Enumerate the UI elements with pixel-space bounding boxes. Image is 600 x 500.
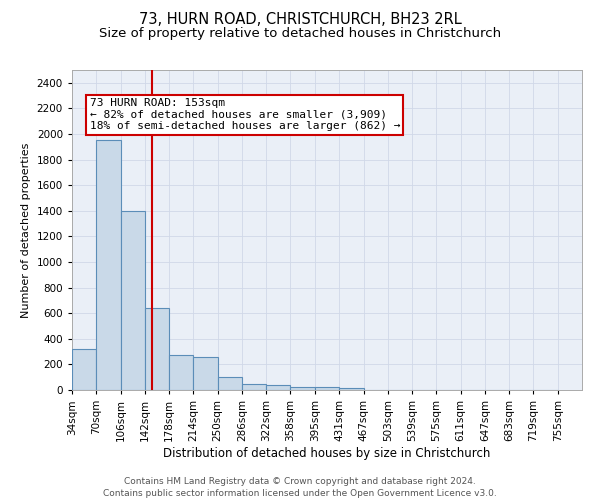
Bar bbox=[266, 385, 290, 390]
Bar bbox=[242, 384, 266, 390]
Y-axis label: Number of detached properties: Number of detached properties bbox=[21, 142, 31, 318]
X-axis label: Distribution of detached houses by size in Christchurch: Distribution of detached houses by size … bbox=[163, 446, 491, 460]
Text: 73, HURN ROAD, CHRISTCHURCH, BH23 2RL: 73, HURN ROAD, CHRISTCHURCH, BH23 2RL bbox=[139, 12, 461, 28]
Bar bbox=[72, 349, 96, 390]
Bar bbox=[218, 377, 242, 390]
Bar bbox=[145, 308, 169, 390]
Text: Size of property relative to detached houses in Christchurch: Size of property relative to detached ho… bbox=[99, 28, 501, 40]
Bar bbox=[340, 388, 364, 390]
Bar bbox=[96, 140, 121, 390]
Bar bbox=[121, 211, 145, 390]
Bar bbox=[315, 388, 340, 390]
Bar bbox=[193, 356, 218, 390]
Bar bbox=[290, 387, 314, 390]
Text: 73 HURN ROAD: 153sqm
← 82% of detached houses are smaller (3,909)
18% of semi-de: 73 HURN ROAD: 153sqm ← 82% of detached h… bbox=[89, 98, 400, 132]
Bar bbox=[169, 356, 193, 390]
Text: Contains HM Land Registry data © Crown copyright and database right 2024.
Contai: Contains HM Land Registry data © Crown c… bbox=[103, 476, 497, 498]
